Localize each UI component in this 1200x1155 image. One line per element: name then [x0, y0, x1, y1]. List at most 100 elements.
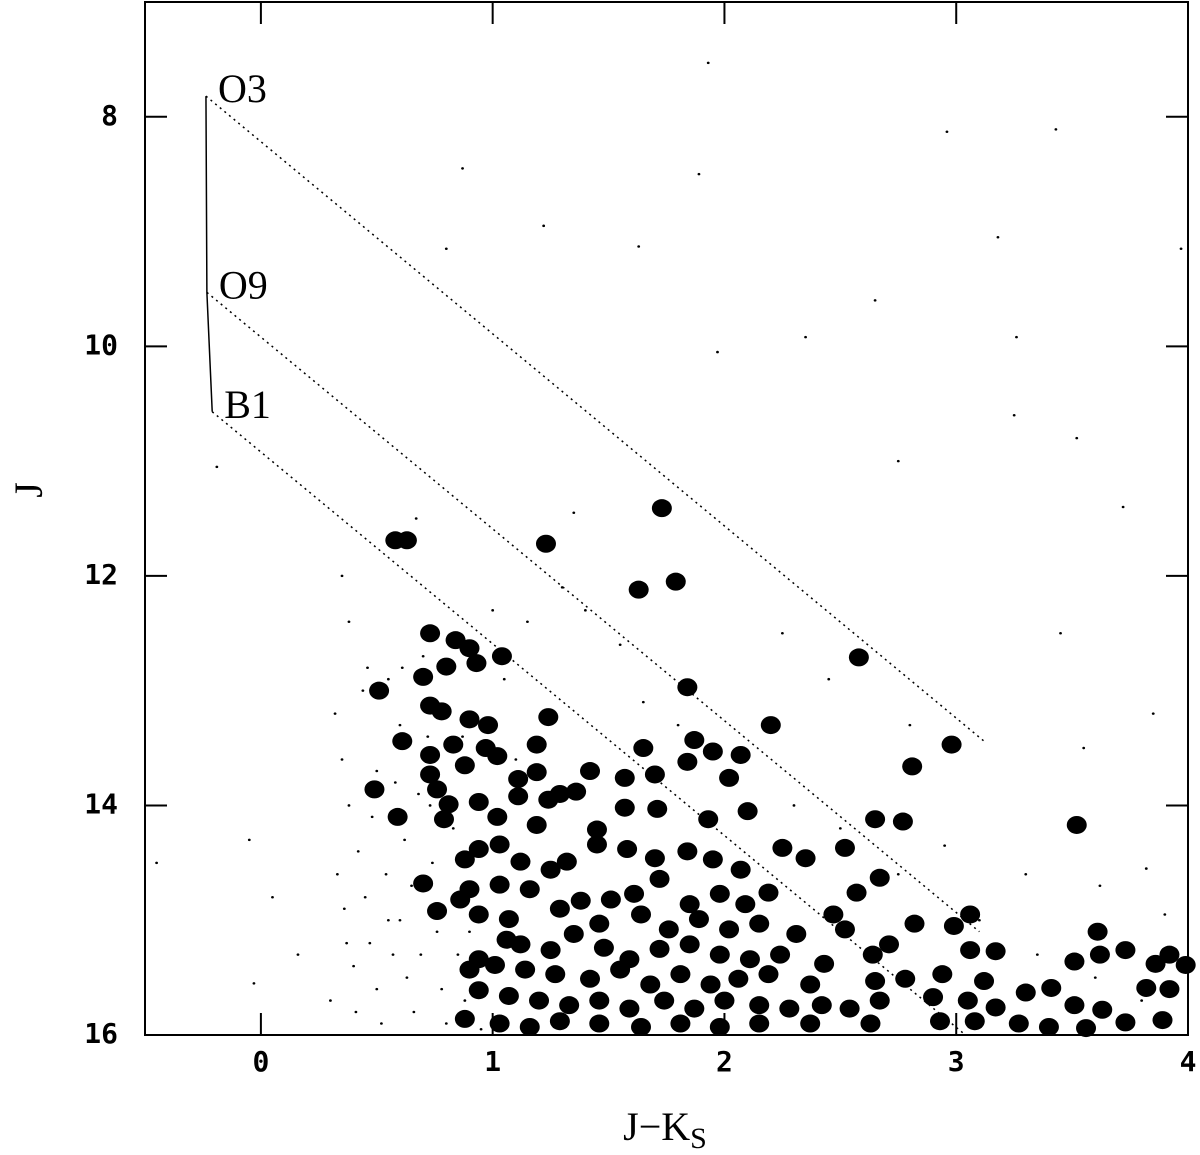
- dot-small: [945, 130, 949, 133]
- dot-small: [347, 620, 351, 624]
- dot-large: [580, 762, 601, 781]
- dot-large: [760, 716, 781, 735]
- dot-large: [714, 991, 735, 1010]
- dot-large: [586, 835, 607, 854]
- dot-small: [384, 873, 388, 876]
- dot-small: [375, 769, 379, 773]
- dot-small: [706, 61, 710, 65]
- dot-large: [478, 716, 499, 735]
- main-sequence-line: [205, 96, 213, 412]
- dot-small: [996, 236, 1000, 239]
- dot-small: [1075, 436, 1079, 440]
- dot-small: [804, 335, 807, 339]
- dot-large: [491, 647, 512, 666]
- dot-small: [440, 987, 444, 991]
- dot-large: [586, 820, 607, 839]
- dot-large: [1175, 955, 1196, 974]
- dot-large: [985, 998, 1006, 1017]
- dot-small: [1151, 712, 1155, 715]
- dot-large: [489, 875, 510, 894]
- dot-large: [739, 950, 760, 969]
- dot-small: [1163, 913, 1167, 916]
- dot-large: [1159, 980, 1180, 999]
- dot-large: [943, 916, 964, 935]
- dot-large: [413, 667, 434, 686]
- dot-large: [749, 1014, 770, 1033]
- dot-large: [985, 942, 1006, 961]
- dot-large: [387, 807, 408, 826]
- dot-large: [508, 787, 529, 806]
- dot-small: [368, 941, 372, 945]
- dot-large: [589, 1014, 610, 1033]
- dot-large: [665, 572, 686, 591]
- dot-small: [421, 654, 425, 658]
- dot-large: [466, 654, 487, 673]
- dot-small: [370, 815, 374, 819]
- dot-large: [647, 799, 668, 818]
- dot-large: [545, 965, 566, 984]
- dot-large: [749, 914, 770, 933]
- dot-large: [677, 842, 698, 861]
- dot-large: [580, 969, 601, 988]
- dot-large: [869, 991, 890, 1010]
- dot-large: [737, 802, 758, 821]
- dot-large: [800, 1014, 821, 1033]
- dot-large: [709, 884, 730, 903]
- dot-large: [484, 955, 505, 974]
- dot-large: [459, 710, 480, 729]
- dot-large: [614, 768, 635, 787]
- dot-small: [560, 586, 564, 589]
- dot-large: [369, 681, 390, 700]
- dot-large: [489, 835, 510, 854]
- dot-large: [1092, 1000, 1113, 1019]
- dot-large: [1087, 922, 1108, 941]
- dot-small: [896, 873, 900, 876]
- dot-small: [1082, 746, 1086, 750]
- dot-small: [641, 700, 645, 704]
- dot-small: [697, 172, 701, 176]
- dot-small: [426, 735, 430, 738]
- dot-large: [540, 941, 561, 960]
- dot-small: [375, 987, 379, 991]
- dot-large: [628, 580, 649, 599]
- dot-small: [431, 861, 434, 865]
- dot-large: [589, 991, 610, 1010]
- dot-large: [454, 1009, 475, 1028]
- dot-small: [340, 574, 344, 578]
- dot-large: [1115, 1013, 1136, 1032]
- dot-large: [677, 752, 698, 771]
- y-tick-label: 16: [84, 1017, 118, 1050]
- dot-small: [479, 1028, 483, 1031]
- dot-small: [583, 609, 587, 612]
- dot-large: [526, 735, 547, 754]
- dot-large: [834, 920, 855, 939]
- dot-small: [403, 838, 406, 842]
- dot-large: [964, 1012, 985, 1031]
- dot-small: [398, 723, 402, 727]
- dot-small: [514, 758, 518, 761]
- dot-small: [398, 918, 402, 922]
- dot-large: [640, 975, 661, 994]
- dot-large: [468, 950, 489, 969]
- dot-large: [468, 905, 489, 924]
- dot-small: [456, 953, 460, 956]
- x-tick-label: 4: [1180, 1045, 1197, 1078]
- dot-large: [1089, 945, 1110, 964]
- dot-large: [654, 991, 675, 1010]
- dot-small: [461, 735, 464, 738]
- dot-small: [1121, 505, 1125, 509]
- dot-large: [443, 735, 464, 754]
- dot-large: [538, 708, 559, 727]
- x-tick-label: 1: [484, 1045, 501, 1078]
- dot-small: [542, 224, 546, 228]
- dot-small: [417, 792, 420, 796]
- dot-large: [923, 988, 944, 1007]
- dot-large: [670, 1014, 691, 1033]
- dot-small: [391, 953, 395, 956]
- dot-large: [413, 874, 434, 893]
- dot-small: [363, 896, 367, 899]
- dot-small: [491, 609, 495, 612]
- dot-large: [436, 657, 457, 676]
- dot-large: [709, 1017, 730, 1036]
